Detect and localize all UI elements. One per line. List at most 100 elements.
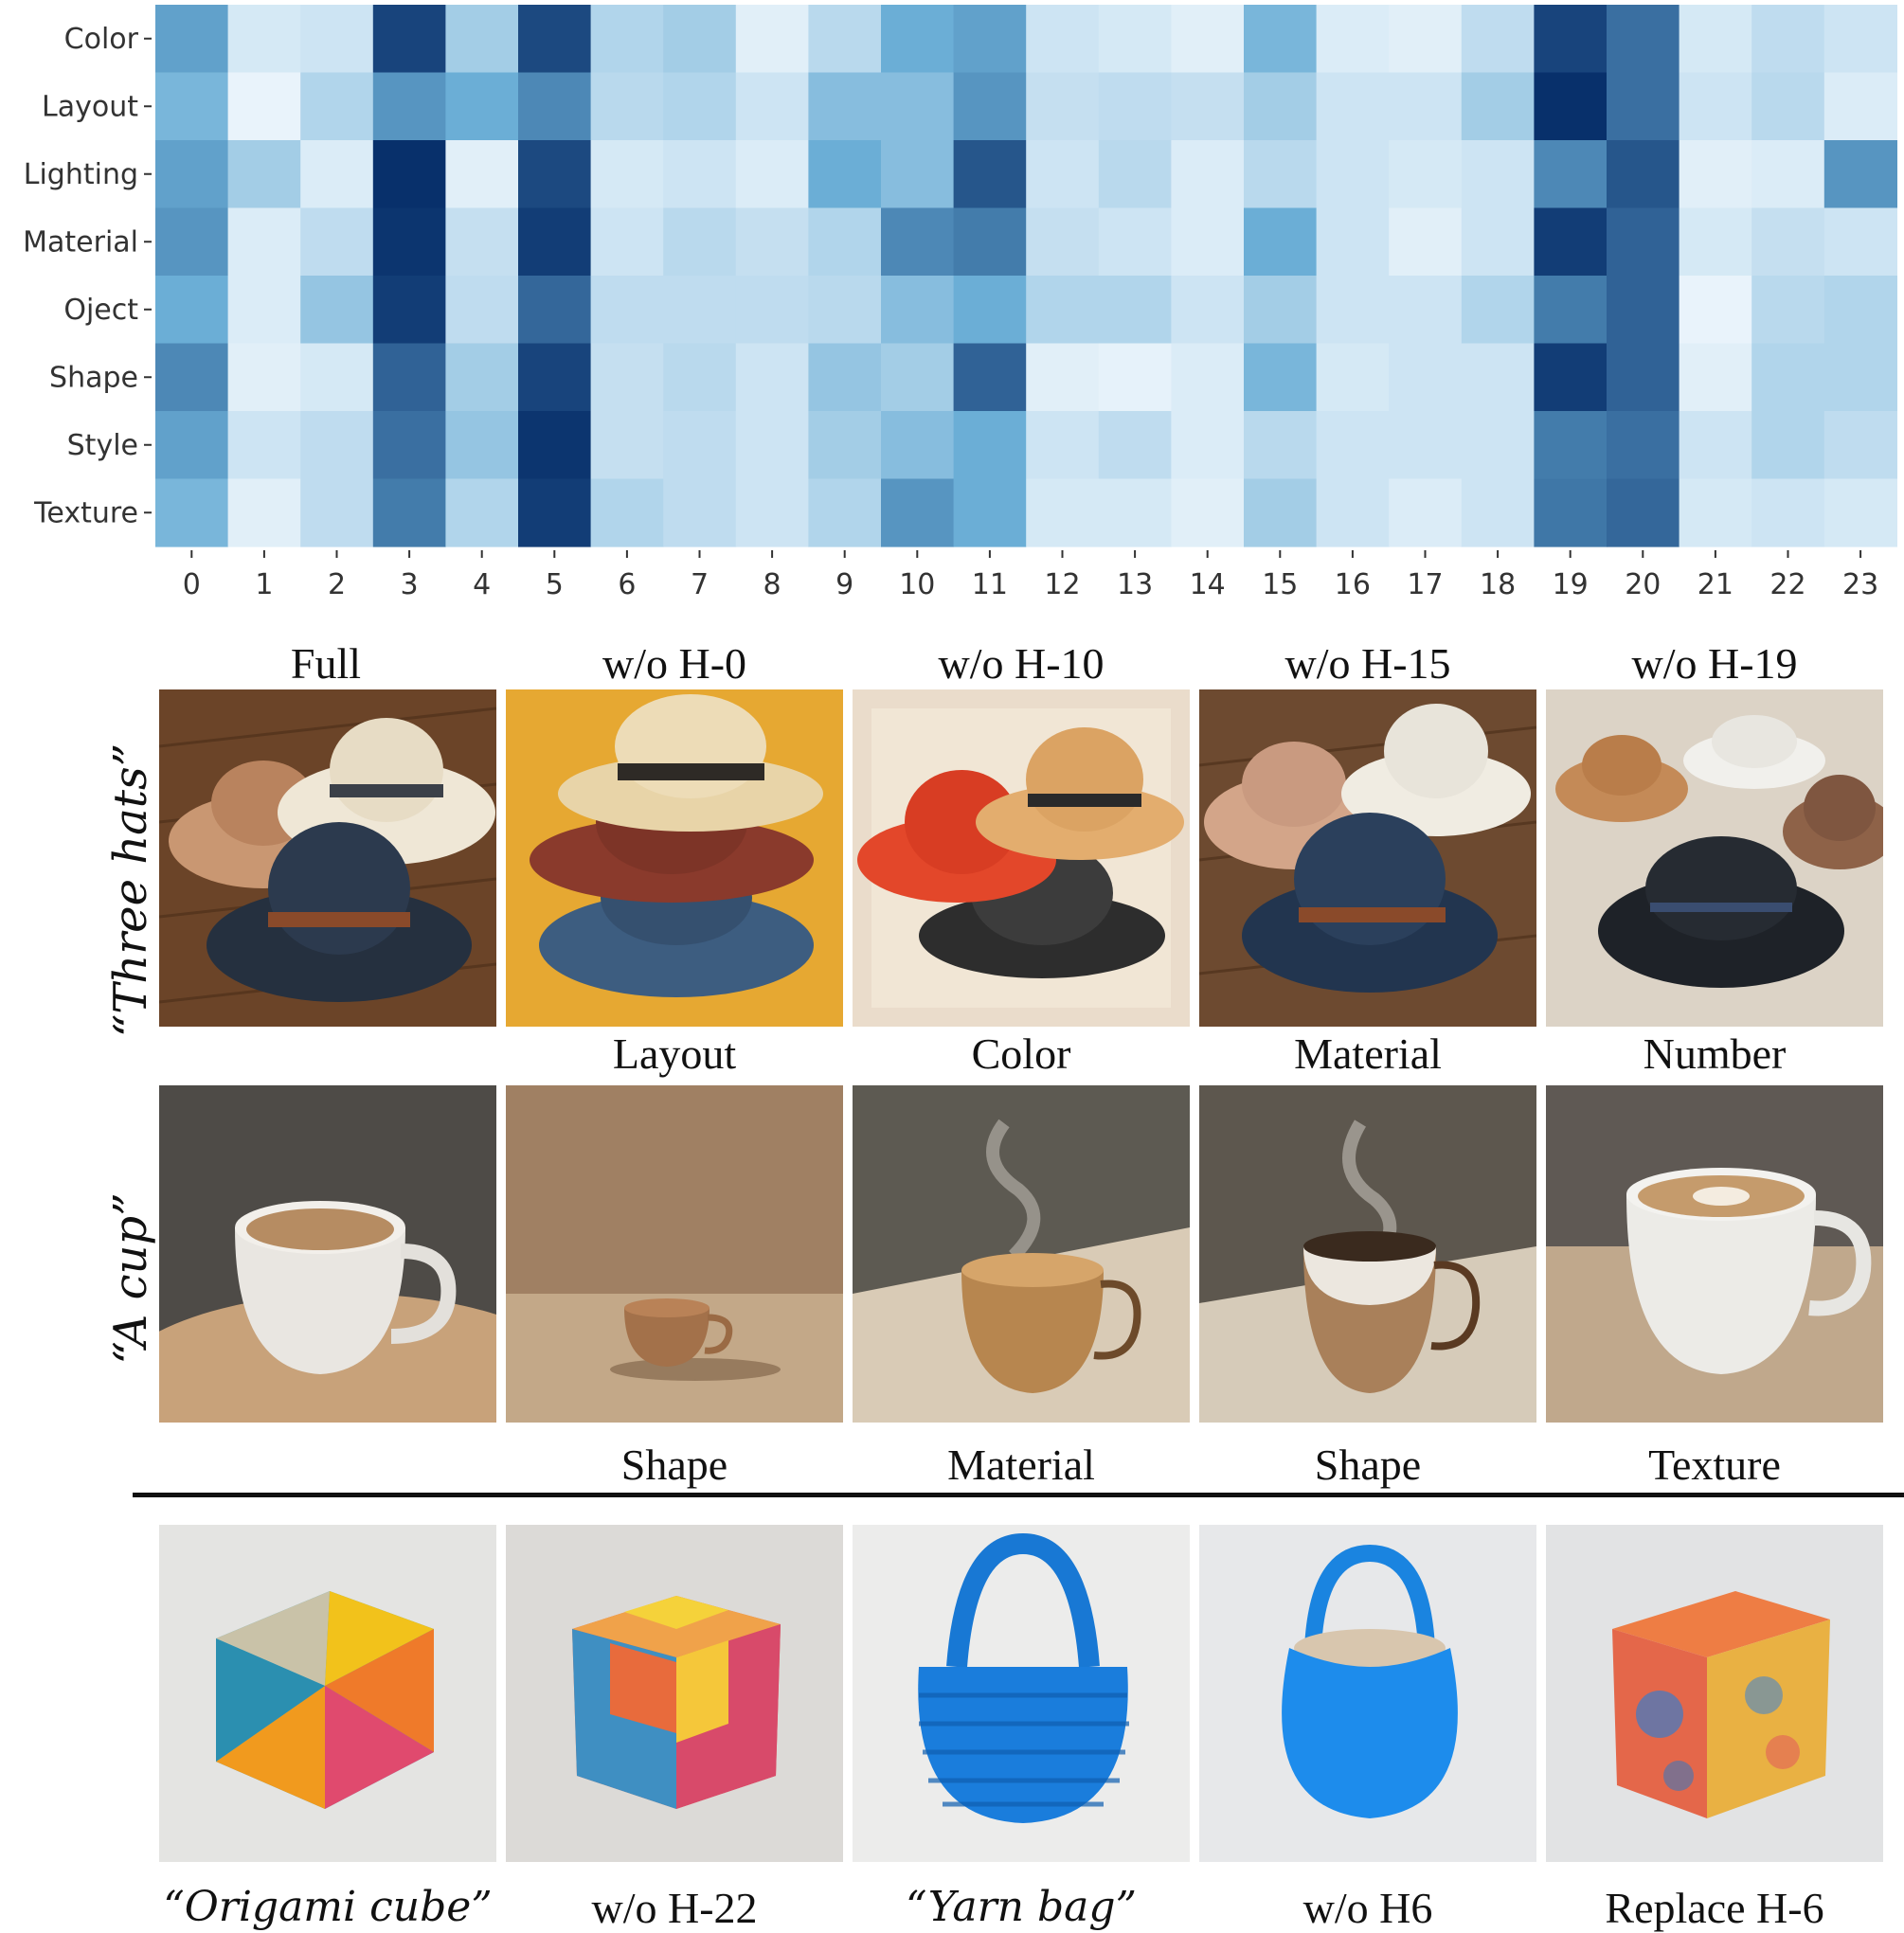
heatmap-cell-oject-14 (1171, 276, 1245, 345)
image-hats-wo-h15 (1199, 689, 1536, 1027)
heatmap-cell-texture-4 (445, 478, 519, 547)
heatmap-cell-style-16 (1316, 411, 1390, 480)
x-tick-label-8: 8 (763, 568, 781, 601)
heatmap-cell-shape-0 (155, 343, 229, 412)
x-tick-label-4: 4 (473, 568, 491, 601)
heatmap-cell-color-21 (1679, 5, 1752, 74)
heatmap-cell-texture-22 (1751, 478, 1825, 547)
header-layout: Layout (612, 1029, 737, 1078)
x-tick-label-22: 22 (1769, 568, 1805, 601)
heatmap-cell-style-5 (518, 411, 592, 480)
y-tick-label-lighting: Lighting (24, 158, 138, 191)
heatmap-cell-oject-15 (1244, 276, 1318, 345)
image-cup-wo-h0 (506, 1085, 843, 1423)
heatmap-cell-shape-6 (590, 343, 664, 412)
heatmap-cell-oject-16 (1316, 276, 1390, 345)
header-wo-h0: w/o H-0 (602, 639, 747, 688)
heatmap-cell-layout-18 (1461, 72, 1535, 141)
heatmap-cell-style-23 (1823, 411, 1897, 480)
x-tick-label-21: 21 (1697, 568, 1733, 601)
heatmap-cell-lighting-0 (155, 140, 229, 209)
heatmap-cell-material-15 (1244, 207, 1318, 277)
x-tick-label-16: 16 (1335, 568, 1371, 601)
header-wo-h15: w/o H-15 (1284, 639, 1451, 688)
x-tick-label-0: 0 (183, 568, 201, 601)
heatmap-cell-oject-4 (445, 276, 519, 345)
heatmap-cell-layout-7 (663, 72, 737, 141)
heatmap-cell-layout-4 (445, 72, 519, 141)
heatmap-cell-color-8 (735, 5, 809, 74)
heatmap-cell-material-8 (735, 207, 809, 277)
x-tick-label-9: 9 (835, 568, 853, 601)
header-material: Material (1294, 1029, 1442, 1078)
heatmap-cell-layout-1 (227, 72, 301, 141)
heatmap-cell-style-18 (1461, 411, 1535, 480)
heatmap-cell-texture-6 (590, 478, 664, 547)
heatmap-cell-lighting-20 (1607, 140, 1680, 209)
heatmap-cell-texture-13 (1098, 478, 1172, 547)
heatmap-cell-color-3 (372, 5, 446, 74)
heatmap-cell-color-10 (881, 5, 955, 74)
y-tick-label-shape: Shape (49, 361, 138, 394)
header-wo-h19: w/o H-19 (1631, 639, 1798, 688)
heatmap-cell-color-13 (1098, 5, 1172, 74)
heatmap-cell-material-17 (1389, 207, 1463, 277)
image-origami-cube (159, 1525, 496, 1862)
heatmap-cell-oject-0 (155, 276, 229, 345)
image-cup-wo-h15 (1199, 1085, 1536, 1423)
heatmap-cell-shape-12 (1026, 343, 1100, 412)
heatmap-cell-texture-12 (1026, 478, 1100, 547)
heatmap-cell-texture-21 (1679, 478, 1752, 547)
image-cup-wo-h10 (853, 1085, 1190, 1423)
heatmap-cell-color-6 (590, 5, 664, 74)
caption-texture: Texture (1648, 1441, 1781, 1489)
heatmap-cell-color-9 (808, 5, 882, 74)
heatmap-cell-shape-2 (300, 343, 374, 412)
heatmap-cell-material-22 (1751, 207, 1825, 277)
heatmap-cell-shape-11 (953, 343, 1027, 412)
caption-wo-h22: w/o H-22 (591, 1884, 758, 1932)
heatmap-cell-color-22 (1751, 5, 1825, 74)
heatmap-cell-oject-19 (1534, 276, 1608, 345)
heatmap-cell-color-4 (445, 5, 519, 74)
y-tick-label-texture: Texture (33, 496, 138, 529)
heatmap-cell-material-20 (1607, 207, 1680, 277)
heatmap-cell-texture-1 (227, 478, 301, 547)
heatmap-cell-material-12 (1026, 207, 1100, 277)
heatmap-cell-style-11 (953, 411, 1027, 480)
heatmap-cell-shape-16 (1316, 343, 1390, 412)
heatmap-cell-color-5 (518, 5, 592, 74)
heatmap-cell-style-10 (881, 411, 955, 480)
heatmap-cell-oject-3 (372, 276, 446, 345)
y-tick-label-color: Color (64, 23, 139, 56)
header-full: Full (290, 639, 362, 688)
heatmap-cell-lighting-10 (881, 140, 955, 209)
heatmap-cell-texture-5 (518, 478, 592, 547)
heatmap-cell-oject-17 (1389, 276, 1463, 345)
heatmap-cell-color-16 (1316, 5, 1390, 74)
heatmap-cell-style-20 (1607, 411, 1680, 480)
caption-origami-cube: “Origami cube” (163, 1883, 493, 1931)
heatmap-cell-material-19 (1534, 207, 1608, 277)
image-hats-wo-h10 (853, 689, 1190, 1027)
heatmap-cell-color-17 (1389, 5, 1463, 74)
heatmap-cell-style-9 (808, 411, 882, 480)
heatmap-cell-lighting-3 (372, 140, 446, 209)
heatmap-cell-color-11 (953, 5, 1027, 74)
heatmap-cell-shape-5 (518, 343, 592, 412)
heatmap-cell-color-23 (1823, 5, 1897, 74)
heatmap-cell-oject-18 (1461, 276, 1535, 345)
heatmap-cell-material-18 (1461, 207, 1535, 277)
heatmap-cell-oject-22 (1751, 276, 1825, 345)
heatmap-cell-lighting-22 (1751, 140, 1825, 209)
x-tick-label-13: 13 (1117, 568, 1153, 601)
heatmap-cell-texture-19 (1534, 478, 1608, 547)
heatmap-cell-style-7 (663, 411, 737, 480)
heatmap-cell-material-11 (953, 207, 1027, 277)
heatmap-cell-shape-3 (372, 343, 446, 412)
heatmap-cell-lighting-16 (1316, 140, 1390, 209)
heatmap-cell-texture-16 (1316, 478, 1390, 547)
heatmap-cell-material-0 (155, 207, 229, 277)
x-tick-label-5: 5 (546, 568, 564, 601)
heatmap-cell-oject-5 (518, 276, 592, 345)
